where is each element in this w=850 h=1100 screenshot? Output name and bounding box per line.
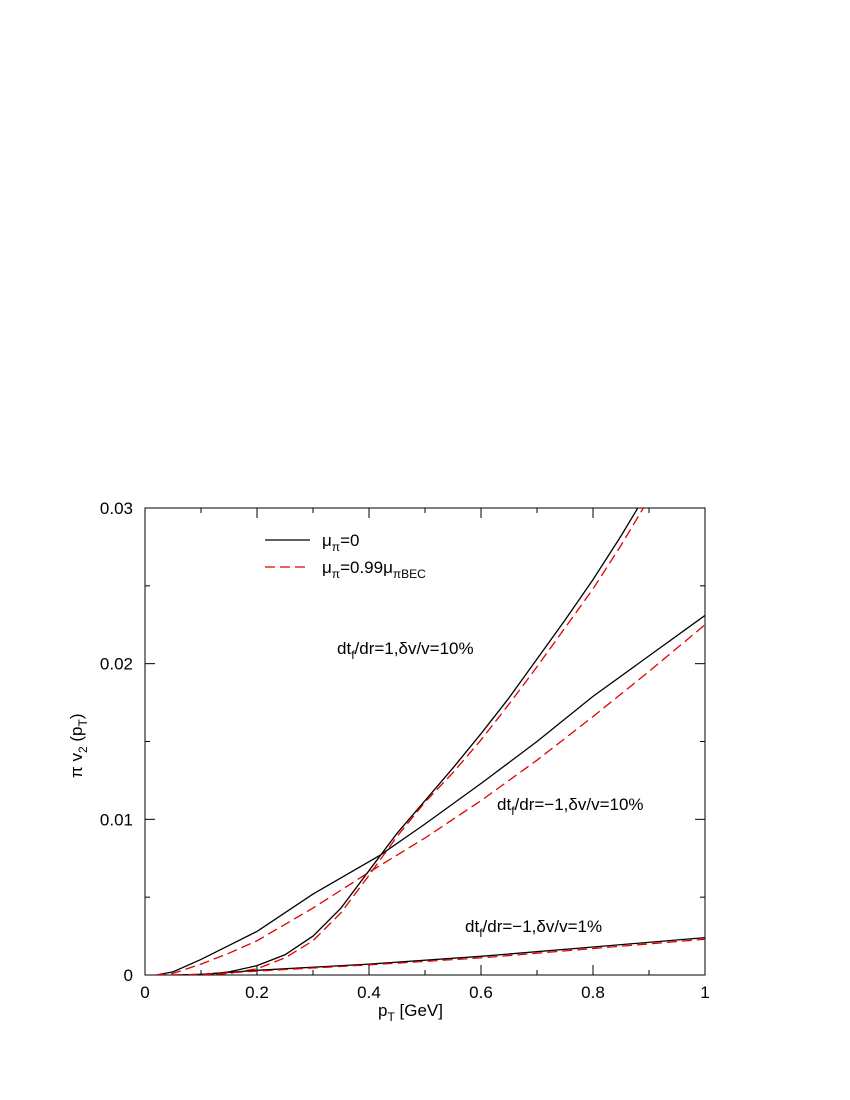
- annotation: dtf​/dr=1,δv/v=10%: [337, 639, 474, 662]
- series-line: [200, 508, 644, 975]
- text-part: π v: [67, 753, 86, 778]
- y-tick-label: 0.01: [100, 810, 133, 829]
- series-line: [172, 936, 705, 975]
- text-part: dt: [337, 639, 351, 658]
- text-part: μ: [322, 531, 332, 550]
- plot-frame: [144, 507, 706, 976]
- text-part: =0.99μ: [340, 558, 393, 577]
- text-part: /dr=1,δv/v=10%: [355, 639, 474, 658]
- series-line: [200, 508, 639, 975]
- x-tick-label: 0.8: [581, 983, 605, 1002]
- text-part: dt: [465, 917, 479, 936]
- subscript: πBEC: [393, 567, 426, 581]
- text-part: μ: [322, 558, 332, 577]
- x-tick-label: 0.2: [245, 983, 269, 1002]
- text-part: /dr=−1,δv/v=1%: [483, 917, 603, 936]
- x-tick-label: 0: [140, 983, 149, 1002]
- subscript: T: [387, 1010, 395, 1024]
- text-part: [GeV]: [395, 1001, 443, 1020]
- x-tick-label: 0.4: [357, 983, 381, 1002]
- subscript: f: [351, 648, 355, 662]
- series-line: [156, 624, 705, 975]
- x-axis-label: pT​ [GeV]: [378, 1001, 443, 1024]
- series-line: [156, 614, 705, 975]
- subscript: f: [479, 926, 483, 940]
- x-tick-label: 1: [700, 983, 709, 1002]
- subscript: f: [511, 804, 515, 818]
- text-part: =0: [340, 531, 359, 550]
- text-part: p: [378, 1001, 387, 1020]
- subscript: T: [76, 719, 90, 727]
- subscript: π: [332, 540, 340, 554]
- annotation: dtf​/dr=−1,δv/v=1%: [465, 917, 602, 940]
- series-line: [172, 938, 705, 975]
- text-part: /dr=−1,δv/v=10%: [515, 795, 644, 814]
- x-tick-label: 0.6: [469, 983, 493, 1002]
- annotation: dtf​/dr=−1,δv/v=10%: [497, 795, 644, 818]
- y-tick-label: 0: [124, 966, 133, 985]
- text-part: ): [67, 714, 86, 720]
- text-part: (p: [67, 727, 86, 747]
- y-tick-label: 0.03: [100, 499, 133, 518]
- subscript: 2: [76, 746, 90, 753]
- legend-label: μπ​=0.99μπBEC​: [322, 558, 426, 581]
- text-part: dt: [497, 795, 511, 814]
- y-tick-label: 0.02: [100, 655, 133, 674]
- subscript: π: [332, 567, 340, 581]
- y-axis-label: π v2​ (pT​): [67, 714, 90, 779]
- legend-label: μπ​=0: [322, 531, 359, 554]
